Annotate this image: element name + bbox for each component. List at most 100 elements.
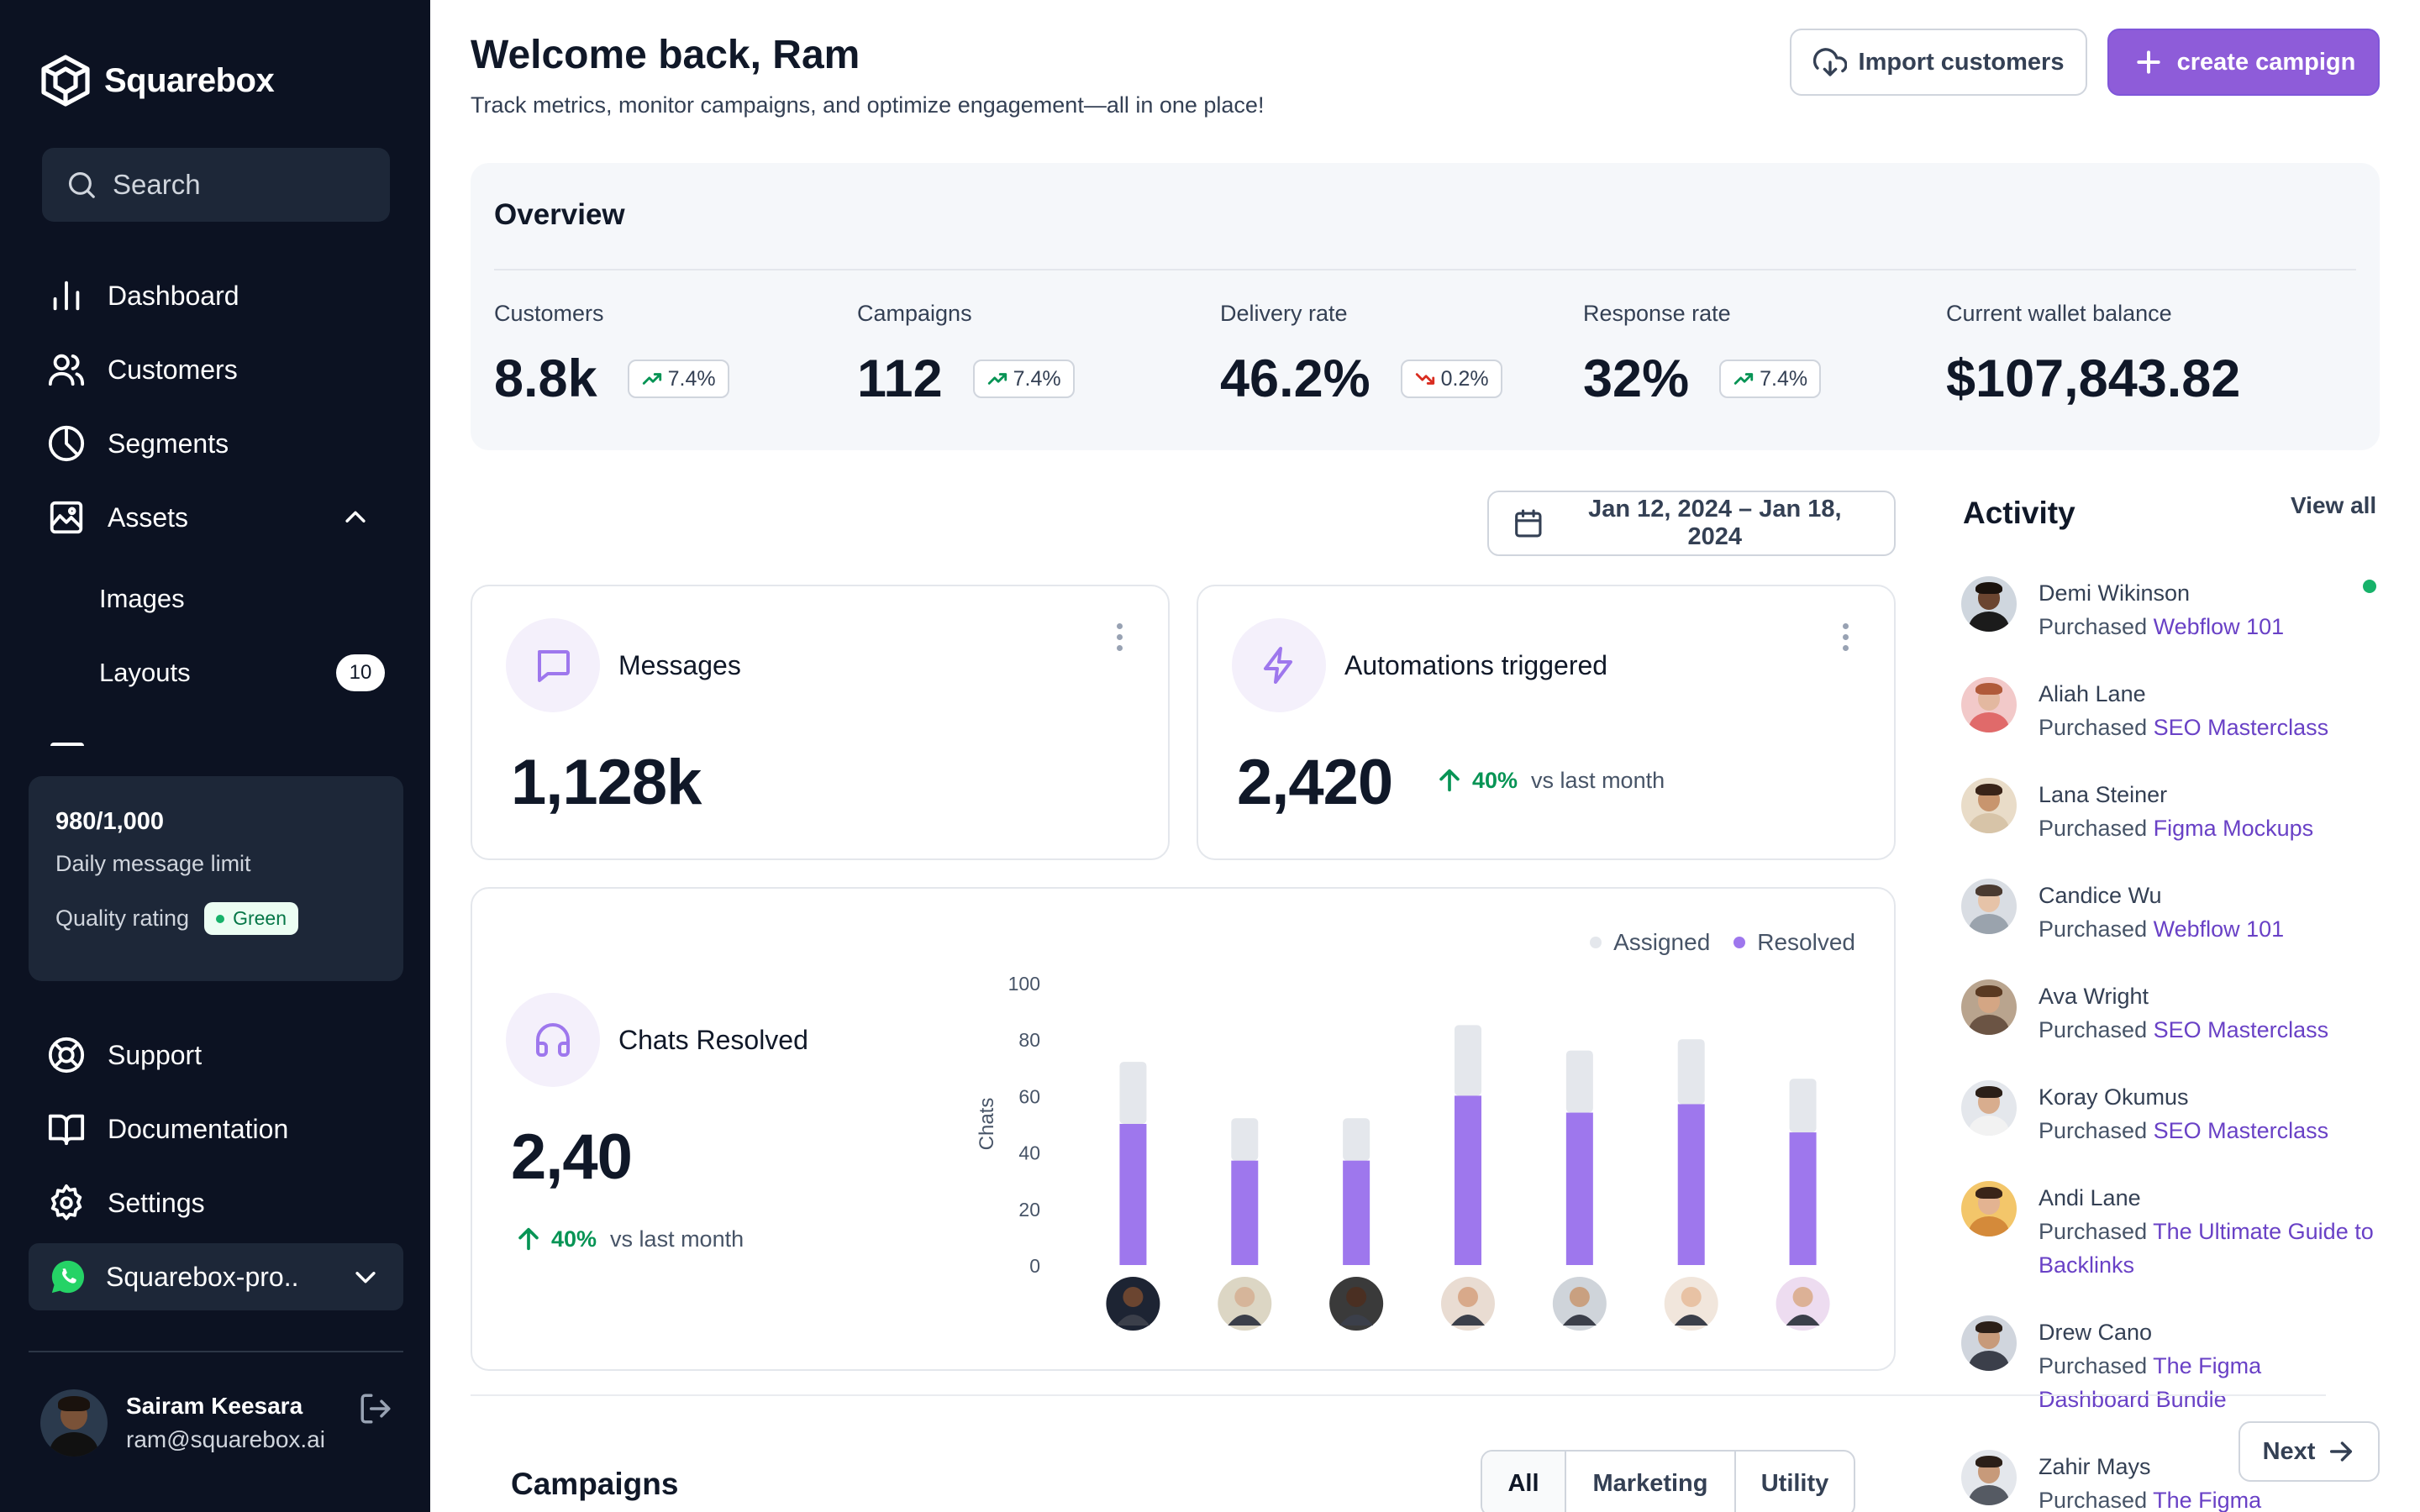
next-button[interactable]: Next xyxy=(2238,1421,2380,1482)
activity-product-link[interactable]: Webflow 101 xyxy=(2153,916,2285,942)
date-range-picker[interactable]: Jan 12, 2024 – Jan 18, 2024 xyxy=(1487,491,1896,556)
nav-images[interactable]: Images xyxy=(99,574,385,624)
activity-item[interactable]: Zahir Mays Purchased The Figma xyxy=(1961,1450,2381,1512)
x-axis-avatar-face xyxy=(1346,1287,1367,1307)
user-profile[interactable]: Sairam Keesara ram@squarebox.ai xyxy=(40,1388,393,1458)
nav-segments[interactable]: Segments xyxy=(47,418,387,469)
activity-product-link[interactable]: SEO Masterclass xyxy=(2153,715,2329,740)
activity-name: Andi Lane xyxy=(2039,1185,2141,1210)
nav-documentation[interactable]: Documentation xyxy=(47,1104,387,1154)
x-axis-avatar-face xyxy=(1681,1287,1702,1307)
nav-customers-label: Customers xyxy=(108,354,238,385)
activity-item[interactable]: Lana Steiner Purchased Figma Mockups xyxy=(1961,778,2381,845)
workspace-selector[interactable]: Squarebox-pro.. xyxy=(29,1243,403,1310)
tab-all[interactable]: All xyxy=(1482,1452,1566,1512)
y-tick-label: 0 xyxy=(1029,1255,1040,1277)
activity-item[interactable]: Drew Cano Purchased The Figma Dashboard B… xyxy=(1961,1315,2381,1416)
nav-support[interactable]: Support xyxy=(47,1030,387,1080)
x-axis-avatar-body xyxy=(1339,1315,1374,1326)
overview-panel: Overview Customers 8.8k 7.4% Campaigns 1… xyxy=(471,163,2380,450)
trend-value: 7.4% xyxy=(1760,366,1808,391)
lightning-icon xyxy=(1264,647,1292,684)
search-input[interactable] xyxy=(113,169,365,201)
bar-resolved xyxy=(1565,1112,1593,1265)
sidebar: Squarebox Dashboard Customers Segments A… xyxy=(0,0,430,1512)
y-tick-label: 80 xyxy=(1018,1029,1040,1051)
nav-assets-label: Assets xyxy=(108,501,189,533)
activity-item[interactable]: Candice Wu Purchased Webflow 101 xyxy=(1961,879,2381,946)
x-axis-avatar-body xyxy=(1674,1315,1708,1326)
book-open-icon xyxy=(48,1114,85,1146)
activity-action: Purchased xyxy=(2039,816,2148,841)
app-logo[interactable]: Squarebox xyxy=(40,54,275,108)
legend-label: Assigned xyxy=(1613,929,1711,955)
bar-assigned xyxy=(1231,1118,1259,1161)
tab-utility[interactable]: Utility xyxy=(1760,1469,1829,1497)
more-options-icon[interactable] xyxy=(1114,623,1124,657)
more-options-icon[interactable] xyxy=(1840,623,1850,657)
nav-images-label: Images xyxy=(99,584,185,613)
trend-up-icon xyxy=(642,373,661,385)
arrow-up-icon xyxy=(518,1227,539,1251)
activity-product-link[interactable]: Figma Mockups xyxy=(2153,816,2314,841)
activity-product-link[interactable]: The Figma xyxy=(2153,1488,2262,1512)
nav-customers[interactable]: Customers xyxy=(47,344,387,395)
activity-product-link[interactable]: SEO Masterclass xyxy=(2153,1017,2329,1042)
campaigns-title: Campaigns xyxy=(511,1467,679,1501)
nav-segments-label: Segments xyxy=(108,428,229,459)
status-dot-icon xyxy=(216,914,225,923)
activity-name: Lana Steiner xyxy=(2039,782,2168,807)
message-icon-wrap xyxy=(506,618,600,712)
search-box[interactable] xyxy=(42,148,390,222)
nav-layouts[interactable]: Layouts 10 xyxy=(99,648,385,698)
bar-resolved xyxy=(1455,1095,1481,1265)
metric-campaigns: Campaigns 112 7.4% xyxy=(857,301,1075,409)
card-value: 1,128k xyxy=(511,747,702,818)
delta-text: vs last month xyxy=(1531,767,1665,793)
chats-bar-chart: 0 20 40 60 80 100 Chats xyxy=(976,973,1830,1331)
activity-item[interactable]: Koray Okumus Purchased SEO Masterclass xyxy=(1961,1080,2381,1147)
card-value: 2,420 xyxy=(1237,747,1393,818)
activity-name: Zahir Mays xyxy=(2039,1454,2151,1479)
activity-action: Purchased xyxy=(2039,1118,2148,1143)
next-label: Next xyxy=(2262,1437,2316,1465)
nav-assets[interactable]: Assets xyxy=(47,492,387,543)
import-customers-button[interactable]: Import customers xyxy=(1790,29,2087,96)
legend-item-assigned[interactable]: Assigned xyxy=(1590,929,1710,956)
activity-product-link[interactable]: The Ultimate Guide to Backlinks xyxy=(2039,1219,2374,1278)
nav-dashboard[interactable]: Dashboard xyxy=(47,270,387,321)
activity-item[interactable]: Aliah Lane Purchased SEO Masterclass xyxy=(1961,677,2381,744)
date-range-label: Jan 12, 2024 – Jan 18, 2024 xyxy=(1588,496,1842,550)
tab-marketing[interactable]: Marketing xyxy=(1566,1452,1736,1512)
x-axis-avatar-body xyxy=(1116,1315,1150,1326)
bar-resolved xyxy=(1789,1132,1817,1265)
bar-assigned xyxy=(1677,1039,1705,1105)
activity-product-link[interactable]: Webflow 101 xyxy=(2153,614,2285,639)
overview-title: Overview xyxy=(494,198,625,231)
avatar xyxy=(1961,879,2017,934)
trend-up-icon xyxy=(987,373,1007,385)
cube-logo-icon xyxy=(41,55,90,107)
trend-badge: 7.4% xyxy=(1719,360,1822,398)
activity-product-link[interactable]: The Figma Dashboard Bundle xyxy=(2039,1353,2262,1412)
delta-indicator: 40% vs last month xyxy=(514,1225,744,1253)
chevron-up-icon[interactable] xyxy=(341,503,370,532)
nav-settings[interactable]: Settings xyxy=(47,1178,387,1228)
trend-badge: 0.2% xyxy=(1400,360,1502,398)
bar-assigned xyxy=(1455,1025,1481,1096)
legend-item-resolved[interactable]: Resolved xyxy=(1733,929,1855,956)
activity-item[interactable]: Andi Lane Purchased The Ultimate Guide to… xyxy=(1961,1181,2381,1282)
activity-item[interactable]: Demi Wikinson Purchased Webflow 101 xyxy=(1961,576,2381,643)
view-all-link[interactable]: View all xyxy=(2291,492,2377,518)
activity-item[interactable]: Ava Wright Purchased SEO Masterclass xyxy=(1961,979,2381,1047)
create-campaign-button[interactable]: create campign xyxy=(2107,29,2380,96)
nav-settings-label: Settings xyxy=(108,1187,205,1218)
activity-product-link[interactable]: SEO Masterclass xyxy=(2153,1118,2329,1143)
import-customers-label: Import customers xyxy=(1858,48,2065,76)
quality-label: Quality rating xyxy=(55,906,190,931)
cloud-download-icon xyxy=(1812,48,1847,76)
image-icon xyxy=(50,501,83,534)
nav-support-label: Support xyxy=(108,1039,203,1070)
card-title: Automations triggered xyxy=(1344,650,1608,680)
logout-icon[interactable] xyxy=(358,1391,393,1426)
